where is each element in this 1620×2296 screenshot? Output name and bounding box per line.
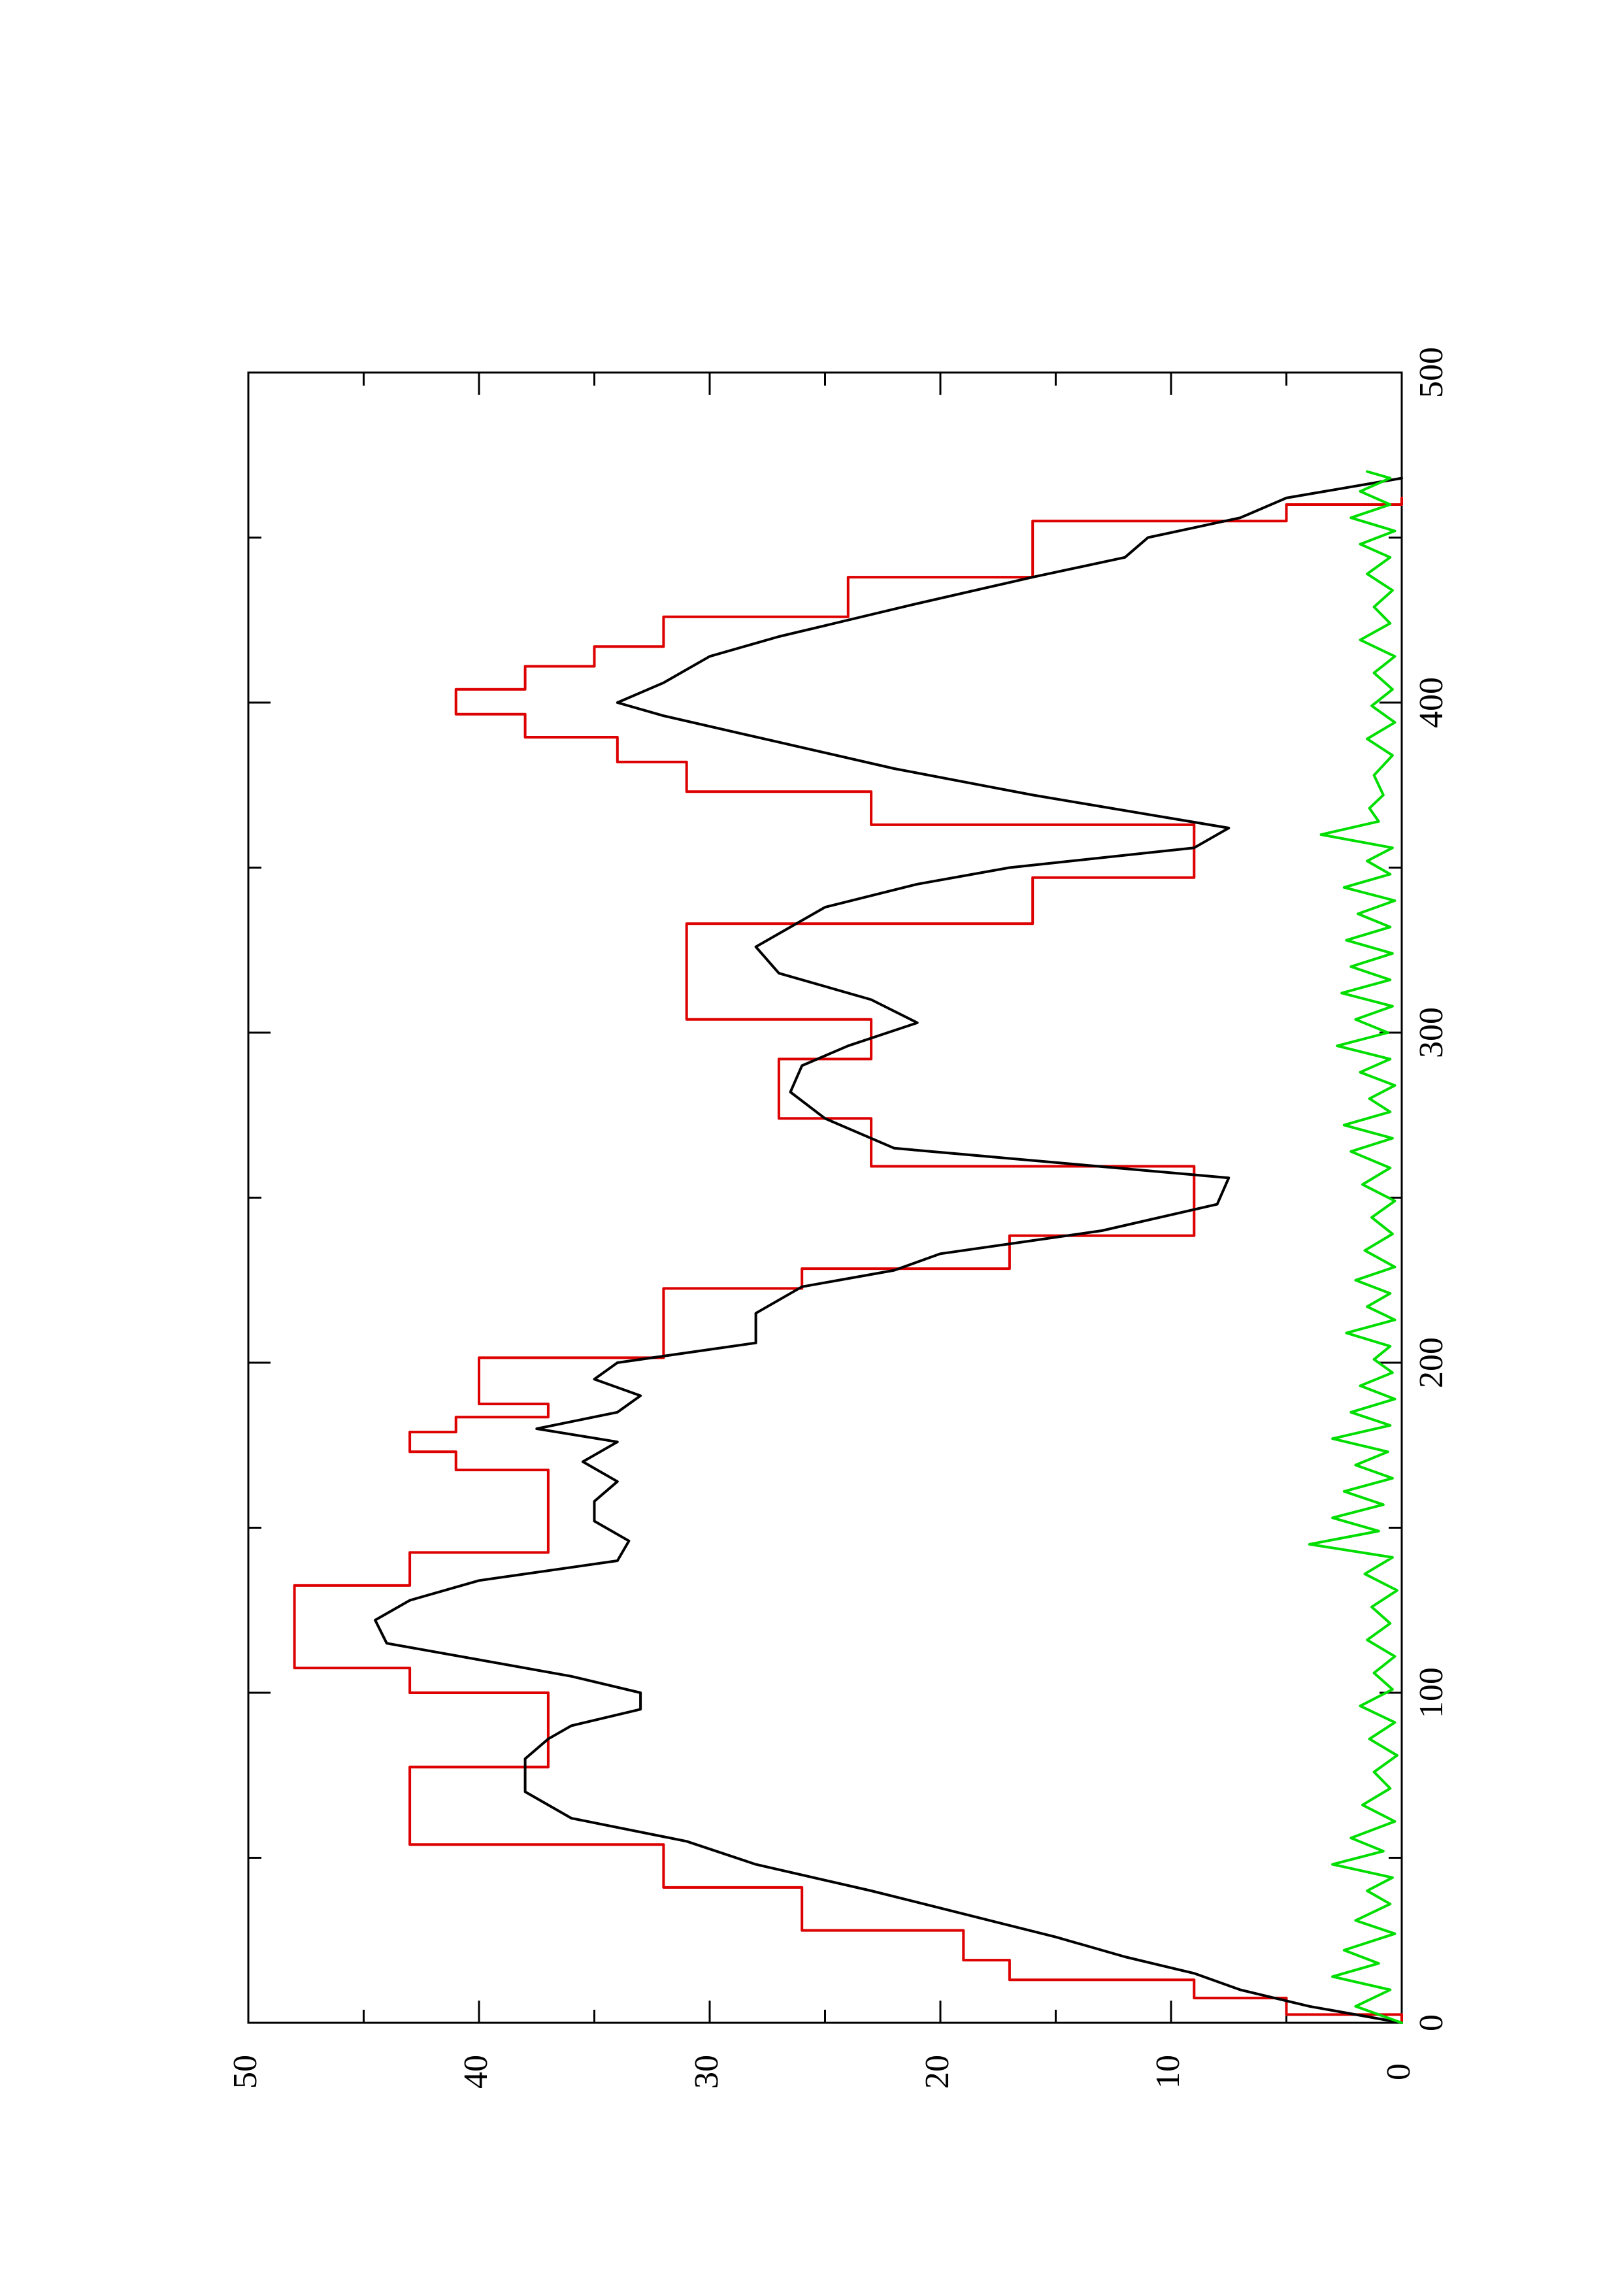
x-tick-label: 400 — [1413, 677, 1450, 728]
plot-frame — [247, 371, 1403, 2024]
y-tick-label: 0 — [1380, 2063, 1417, 2080]
x-tick-label: 500 — [1413, 347, 1450, 398]
series-line-2 — [374, 476, 1403, 2024]
y-tick-label: 50 — [227, 2055, 264, 2089]
x-tick-label: 0 — [1413, 2014, 1450, 2031]
y-tick-label: 10 — [1149, 2055, 1187, 2089]
series-line-3 — [1308, 470, 1403, 2024]
y-tick-label: 30 — [688, 2055, 725, 2089]
y-tick-label: 40 — [457, 2055, 495, 2089]
series-line-1 — [293, 496, 1403, 2024]
plot-group: 0 100 200 300 400 500 0 10 20 30 40 50 — [227, 347, 1450, 2089]
y-tick-label: 20 — [919, 2055, 956, 2089]
x-tick-label: 100 — [1413, 1667, 1450, 1718]
x-tick-label: 300 — [1413, 1007, 1450, 1058]
x-tick-label: 200 — [1413, 1337, 1450, 1388]
